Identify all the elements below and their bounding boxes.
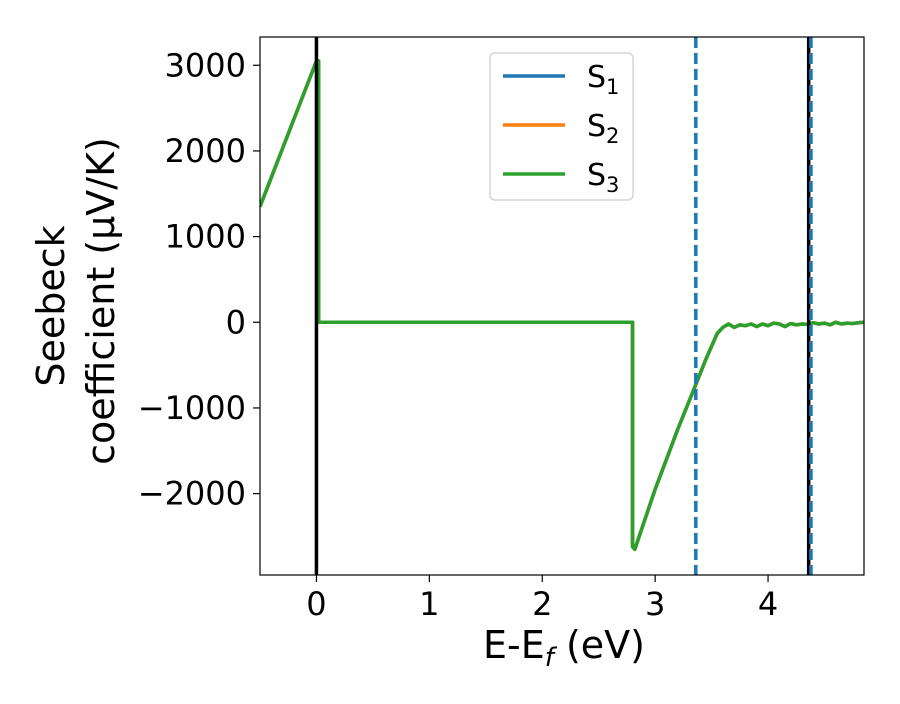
legend: S1 S2 S3 [489,52,634,201]
series-line-s3 [260,59,864,552]
y-tick-label: 2000 [165,132,246,170]
plot-area [260,37,864,575]
y-axis-label-line-2: coefficient (μV/K) [79,137,123,465]
y-tick-label: −2000 [138,475,246,513]
legend-label-s2: S2 [587,109,619,148]
axes-frame [259,36,865,576]
x-tick-label: 1 [419,585,439,623]
y-axis-label-line-1: Seebeck [29,225,73,386]
y-tick-label: 1000 [165,218,246,256]
legend-label-s3: S3 [587,158,619,197]
legend-label-s1: S1 [587,60,619,99]
y-tick-label: 0 [226,303,246,341]
x-tick-label: 0 [306,585,326,623]
x-tick-label: 2 [532,585,552,623]
y-axis-label: Seebeck coefficient (μV/K) [29,137,123,465]
x-tick-label: 3 [645,585,665,623]
y-tick-label: 3000 [165,46,246,84]
x-axis-label: E-Ef (eV) [483,623,645,673]
x-tick-label: 4 [758,585,778,623]
y-tick-label: −1000 [138,389,246,427]
